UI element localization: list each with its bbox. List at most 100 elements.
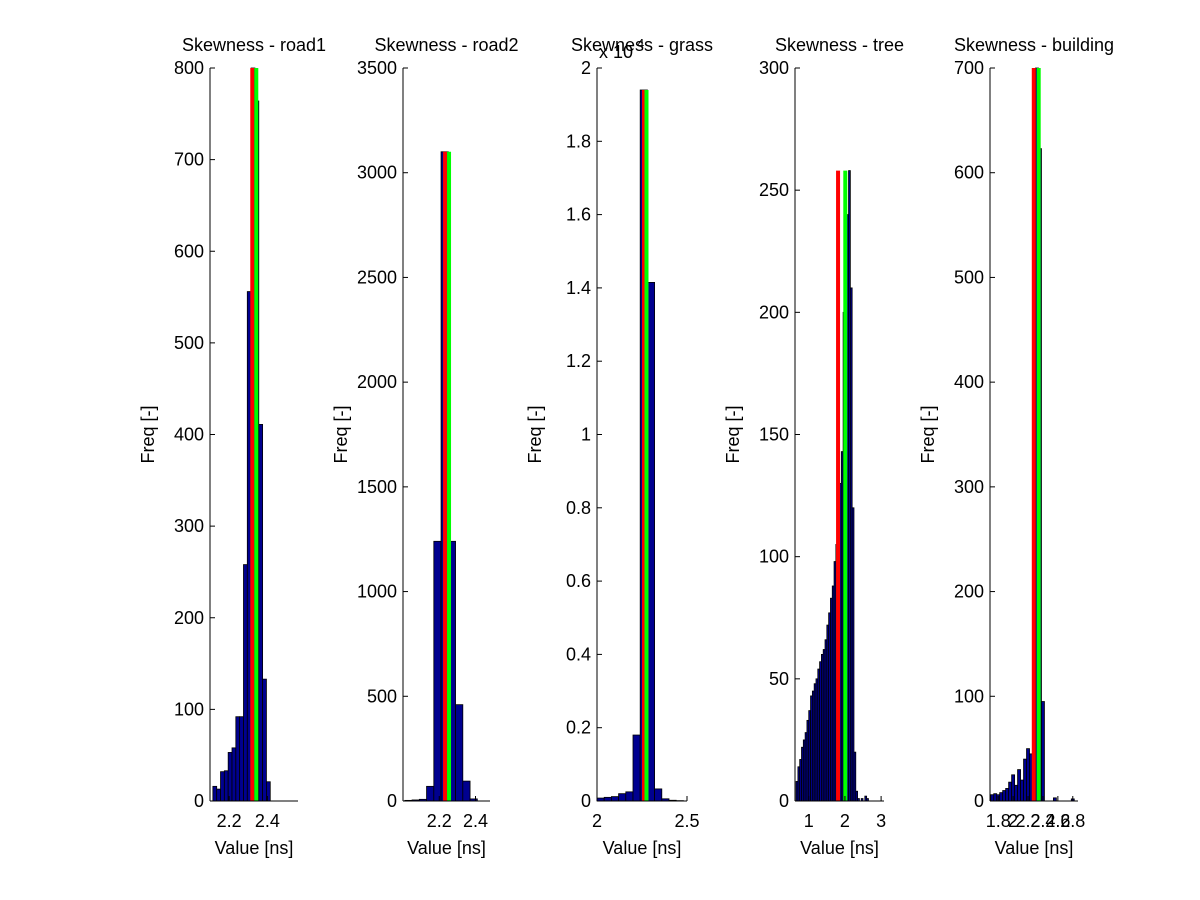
- y-tick-label: 400: [174, 425, 204, 445]
- x-axis-label: Value [ns]: [603, 838, 682, 858]
- y-tick-label: 600: [954, 163, 984, 183]
- y-tick-label: 700: [174, 150, 204, 170]
- y-tick-label: 50: [769, 669, 789, 689]
- x-tick-label: 2: [1008, 811, 1018, 831]
- bar: [618, 793, 627, 802]
- y-tick-label: 1.8: [566, 131, 591, 151]
- y-tick-label: 0.6: [566, 571, 591, 591]
- bar: [1026, 748, 1030, 802]
- x-tick-label: 2: [592, 811, 602, 831]
- y-tick-label: 3000: [357, 163, 397, 183]
- y-tick-label: 1.6: [566, 205, 591, 225]
- y-axis-label: Freq [-]: [525, 405, 545, 463]
- x-tick-label: 1.8: [986, 811, 1011, 831]
- bar: [1014, 784, 1018, 802]
- x-axis-label: Value [ns]: [407, 838, 486, 858]
- x-axis-label: Value [ns]: [800, 838, 879, 858]
- bar: [625, 791, 634, 802]
- y-tick-label: 1: [581, 425, 591, 445]
- y-tick-label: 1000: [357, 582, 397, 602]
- bar: [426, 785, 435, 802]
- bar: [1008, 781, 1013, 802]
- y-tick-label: 2000: [357, 372, 397, 392]
- y-tick-label: 0.4: [566, 644, 591, 664]
- y-tick-label: 2: [581, 58, 591, 78]
- bar: [231, 747, 237, 802]
- y-tick-label: 100: [759, 547, 789, 567]
- chart-title: Skewness - road1: [182, 35, 326, 55]
- bar: [220, 771, 225, 802]
- y-tick-label: 0: [387, 791, 397, 811]
- y-tick-label: 3500: [357, 58, 397, 78]
- y-tick-label: 300: [174, 516, 204, 536]
- y-axis-label: Freq [-]: [331, 405, 351, 463]
- bar: [632, 734, 641, 802]
- y-tick-label: 200: [174, 608, 204, 628]
- bar: [262, 678, 267, 802]
- y-tick-label: 700: [954, 58, 984, 78]
- x-tick-label: 2.2: [427, 811, 452, 831]
- y-axis-label: Freq [-]: [138, 405, 158, 463]
- x-tick-label: 2.2: [217, 811, 242, 831]
- bar: [999, 792, 1004, 802]
- bar: [243, 564, 248, 802]
- bar: [462, 780, 471, 802]
- y-multiplier: x 10: [599, 42, 633, 62]
- bar: [1041, 701, 1045, 802]
- x-tick-label: 2.8: [1060, 811, 1085, 831]
- bar: [993, 793, 998, 802]
- bar: [455, 704, 464, 802]
- y-tick-label: 1.4: [566, 278, 591, 298]
- bar: [611, 796, 620, 802]
- y-tick-label: 0: [194, 791, 204, 811]
- x-tick-label: 3: [876, 811, 886, 831]
- bar: [1005, 788, 1010, 802]
- chart-title: Skewness - building: [954, 35, 1114, 55]
- y-tick-label: 100: [174, 699, 204, 719]
- y-tick-label: 600: [174, 241, 204, 261]
- y-tick-label: 200: [759, 302, 789, 322]
- bar: [1023, 758, 1027, 802]
- y-tick-label: 0: [779, 791, 789, 811]
- y-axis-label: Freq [-]: [918, 405, 938, 463]
- bar: [990, 794, 995, 802]
- x-tick-label: 2.4: [1030, 811, 1055, 831]
- y-multiplier-exponent: 4: [637, 36, 644, 51]
- chart-title: Skewness - tree: [775, 35, 904, 55]
- y-tick-label: 0.8: [566, 498, 591, 518]
- chart-title: Skewness - road2: [374, 35, 518, 55]
- bar: [1020, 779, 1024, 802]
- bar: [1017, 769, 1021, 802]
- y-tick-label: 0: [974, 791, 984, 811]
- x-tick-label: 2: [840, 811, 850, 831]
- y-tick-label: 500: [174, 333, 204, 353]
- y-axis-label: Freq [-]: [723, 405, 743, 463]
- y-tick-label: 300: [759, 58, 789, 78]
- y-tick-label: 1500: [357, 477, 397, 497]
- bar: [223, 770, 229, 802]
- bar: [1002, 790, 1007, 802]
- bar: [212, 785, 218, 802]
- x-tick-label: 2.2: [1016, 811, 1041, 831]
- y-tick-label: 500: [954, 267, 984, 287]
- bar: [216, 788, 221, 802]
- y-tick-label: 0: [581, 791, 591, 811]
- bar: [239, 716, 244, 802]
- x-axis-label: Value [ns]: [995, 838, 1074, 858]
- y-tick-label: 800: [174, 58, 204, 78]
- x-axis-label: Value [ns]: [215, 838, 294, 858]
- bar: [654, 788, 663, 802]
- y-tick-label: 1.2: [566, 351, 591, 371]
- chart-title: Skewness - grass: [571, 35, 713, 55]
- bar: [235, 716, 241, 802]
- y-tick-label: 250: [759, 180, 789, 200]
- x-tick-label: 2.4: [463, 811, 488, 831]
- x-tick-label: 2.5: [674, 811, 699, 831]
- y-tick-label: 200: [954, 582, 984, 602]
- y-tick-label: 0.2: [566, 718, 591, 738]
- bar: [603, 796, 612, 802]
- bar: [227, 752, 233, 802]
- y-tick-label: 100: [954, 686, 984, 706]
